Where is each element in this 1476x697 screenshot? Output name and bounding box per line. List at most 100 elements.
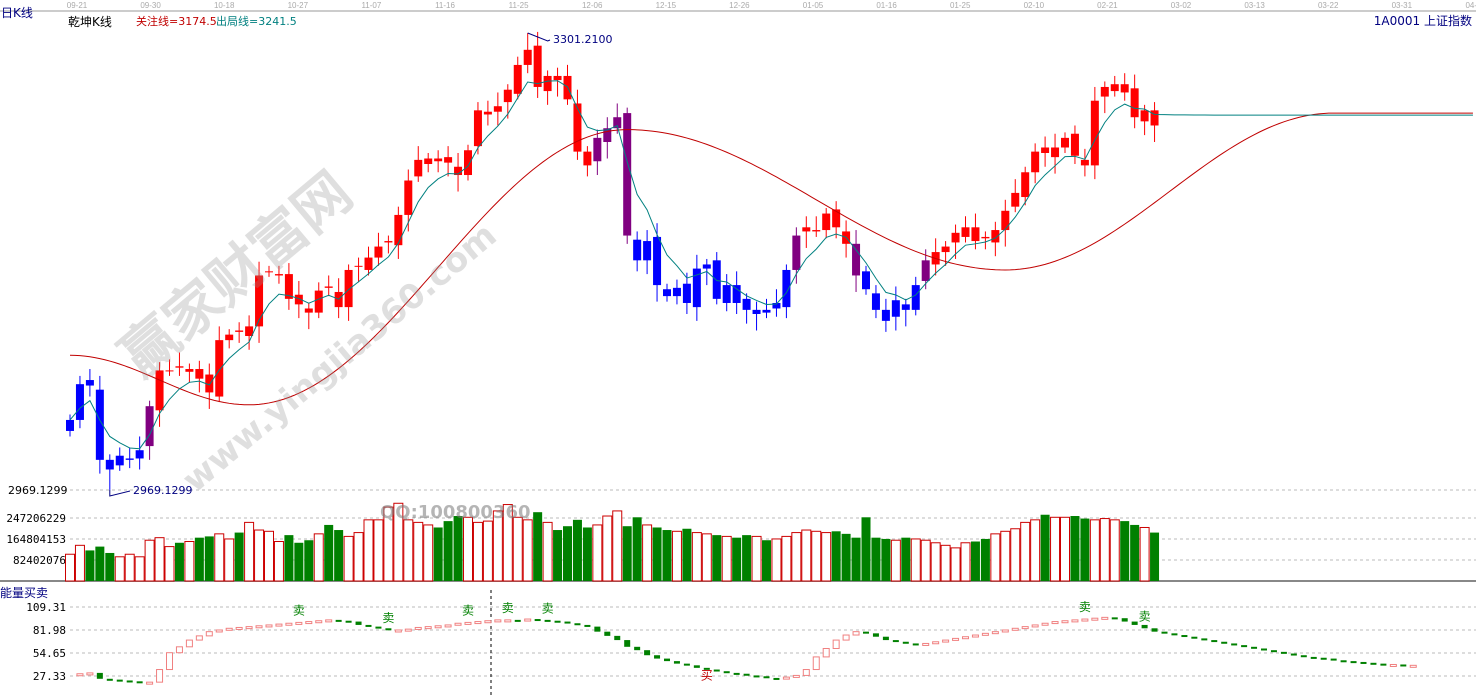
energy-bar (86, 672, 94, 676)
x-tick-label: 12-26 (729, 1, 750, 10)
energy-bar (932, 641, 940, 645)
energy-bar (76, 673, 84, 677)
energy-bar (1061, 620, 1069, 624)
candle-body (1080, 159, 1089, 166)
volume-bar (512, 516, 523, 582)
candle-body (533, 45, 542, 87)
volume-bar (771, 538, 782, 582)
energy-bar (1389, 663, 1397, 667)
candle-body (185, 369, 194, 372)
energy-bar (743, 673, 750, 676)
candle-body (404, 180, 413, 215)
energy-bar (952, 637, 960, 641)
energy-bar (315, 620, 323, 624)
energy-bar (1261, 648, 1267, 651)
candle-body (66, 419, 74, 431)
volume-bar (582, 527, 592, 581)
candle-body (663, 289, 671, 297)
energy-bar (872, 633, 879, 637)
candle-body (95, 389, 104, 460)
energy-bar (564, 621, 571, 624)
volume-bar (682, 528, 692, 581)
volume-bar (85, 550, 95, 581)
energy-bar (195, 635, 203, 641)
energy-bar (1380, 663, 1387, 666)
candle-body (971, 227, 980, 242)
candle-body (195, 369, 204, 379)
energy-bar (1409, 664, 1417, 668)
volume-bar (74, 544, 85, 582)
energy-bar (882, 636, 889, 641)
x-tick-label: 10-18 (214, 1, 235, 10)
energy-bar (504, 619, 512, 623)
attention-line-value: 关注线=3174.5 (136, 15, 217, 28)
volume-bar (184, 540, 195, 582)
volume-bar (95, 546, 105, 581)
candle-body (235, 330, 244, 332)
candle-body (623, 113, 632, 236)
x-tick-label: 02-10 (1024, 1, 1045, 10)
energy-bar (375, 626, 382, 629)
volume-bar (632, 517, 642, 581)
sell-signal: 卖 (462, 603, 474, 617)
candle-body (782, 269, 791, 308)
candle-body (513, 64, 522, 94)
volume-bar (841, 533, 851, 581)
energy-bar (1181, 635, 1188, 638)
candle-body (871, 293, 880, 310)
x-tick-label: 11-25 (509, 1, 529, 10)
energy-bar (185, 639, 193, 648)
energy-bar (673, 661, 680, 664)
candle-body (1021, 172, 1030, 198)
volume-bar (1060, 516, 1070, 582)
energy-bar (444, 624, 452, 628)
volume-bar (284, 535, 294, 581)
energy-bar (1221, 641, 1228, 644)
candle-body (1001, 210, 1010, 231)
candle-body (1100, 86, 1109, 97)
candle-body (613, 117, 622, 129)
volume-bar (970, 541, 980, 581)
energy-tick-label: 54.65 (33, 647, 66, 660)
candle-body (802, 227, 811, 232)
volume-bar (373, 519, 384, 582)
price-axis-label: 2969.1299 (8, 484, 68, 497)
exit-line (69, 80, 1473, 450)
candle-body (354, 265, 363, 267)
candle-body (294, 294, 303, 305)
sell-signal: 卖 (382, 611, 394, 625)
energy-bar (106, 678, 113, 681)
candle-body (643, 241, 652, 261)
candle-body (881, 309, 890, 321)
energy-bar (654, 655, 661, 659)
volume-bar (980, 538, 990, 581)
volume-bar (443, 521, 453, 581)
candle-body (1031, 151, 1040, 173)
energy-bar (474, 621, 482, 625)
candle-body (543, 75, 552, 92)
x-tick-label: 03-31 (1392, 1, 1413, 10)
period-label[interactable]: 日K线 (1, 6, 33, 20)
candle-body (464, 150, 472, 176)
volume-bar (1150, 532, 1160, 581)
volume-bar (1139, 526, 1150, 582)
candle-body (483, 111, 492, 115)
volume-bar (114, 556, 125, 582)
volume-bar (1010, 528, 1021, 582)
candle-body (314, 290, 323, 313)
energy-bar (305, 621, 313, 625)
energy-bar (703, 667, 710, 670)
candle-body (265, 271, 273, 273)
volume-bar (264, 530, 274, 582)
volume-bar (154, 537, 165, 582)
x-tick-label: 03-02 (1171, 1, 1192, 10)
x-tick-label: 12-15 (656, 1, 677, 10)
energy-bar (235, 626, 243, 630)
symbol-label: 1A0001 上证指数 (1373, 14, 1472, 28)
candle-body (852, 243, 861, 276)
candle-body (961, 227, 970, 237)
candle-body (702, 264, 711, 269)
energy-bar (822, 647, 830, 658)
